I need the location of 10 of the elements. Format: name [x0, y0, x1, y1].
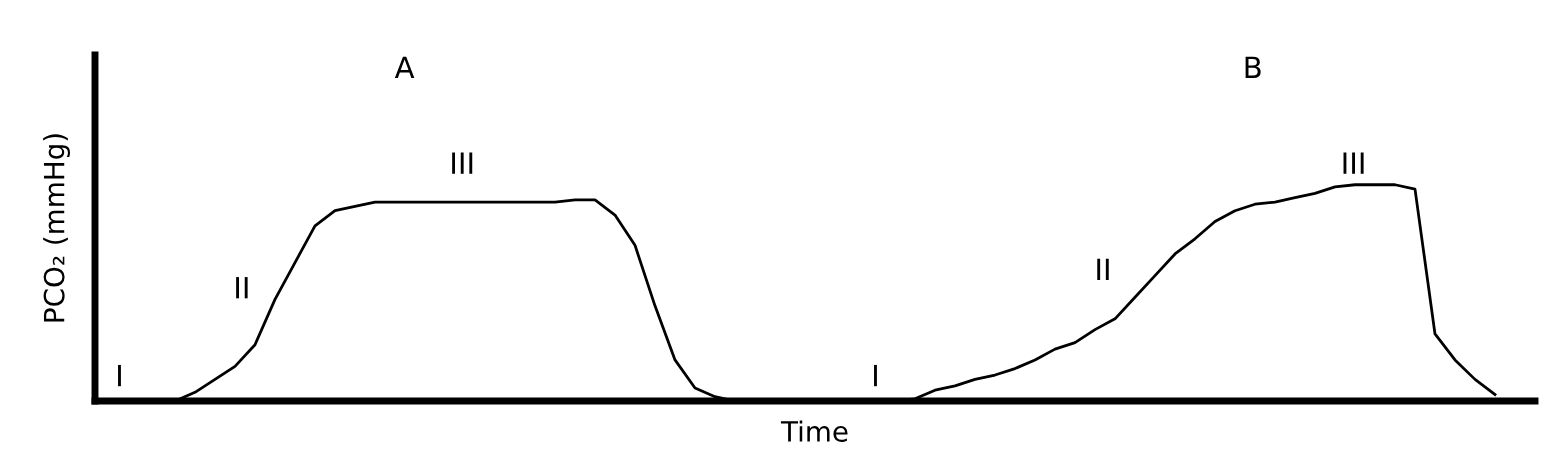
- annotation: II: [236, 277, 248, 299]
- annotation: I: [874, 364, 877, 387]
- text: B: [1245, 56, 1261, 78]
- text: III: [452, 152, 473, 174]
- annotation: I: [118, 364, 121, 387]
- text: III: [1343, 152, 1364, 174]
- text: A: [394, 56, 415, 78]
- x-axis-title: Time: [780, 420, 848, 442]
- annotation: II: [1097, 258, 1109, 280]
- y-axis-title: PCO₂ (mmHg): [43, 134, 70, 322]
